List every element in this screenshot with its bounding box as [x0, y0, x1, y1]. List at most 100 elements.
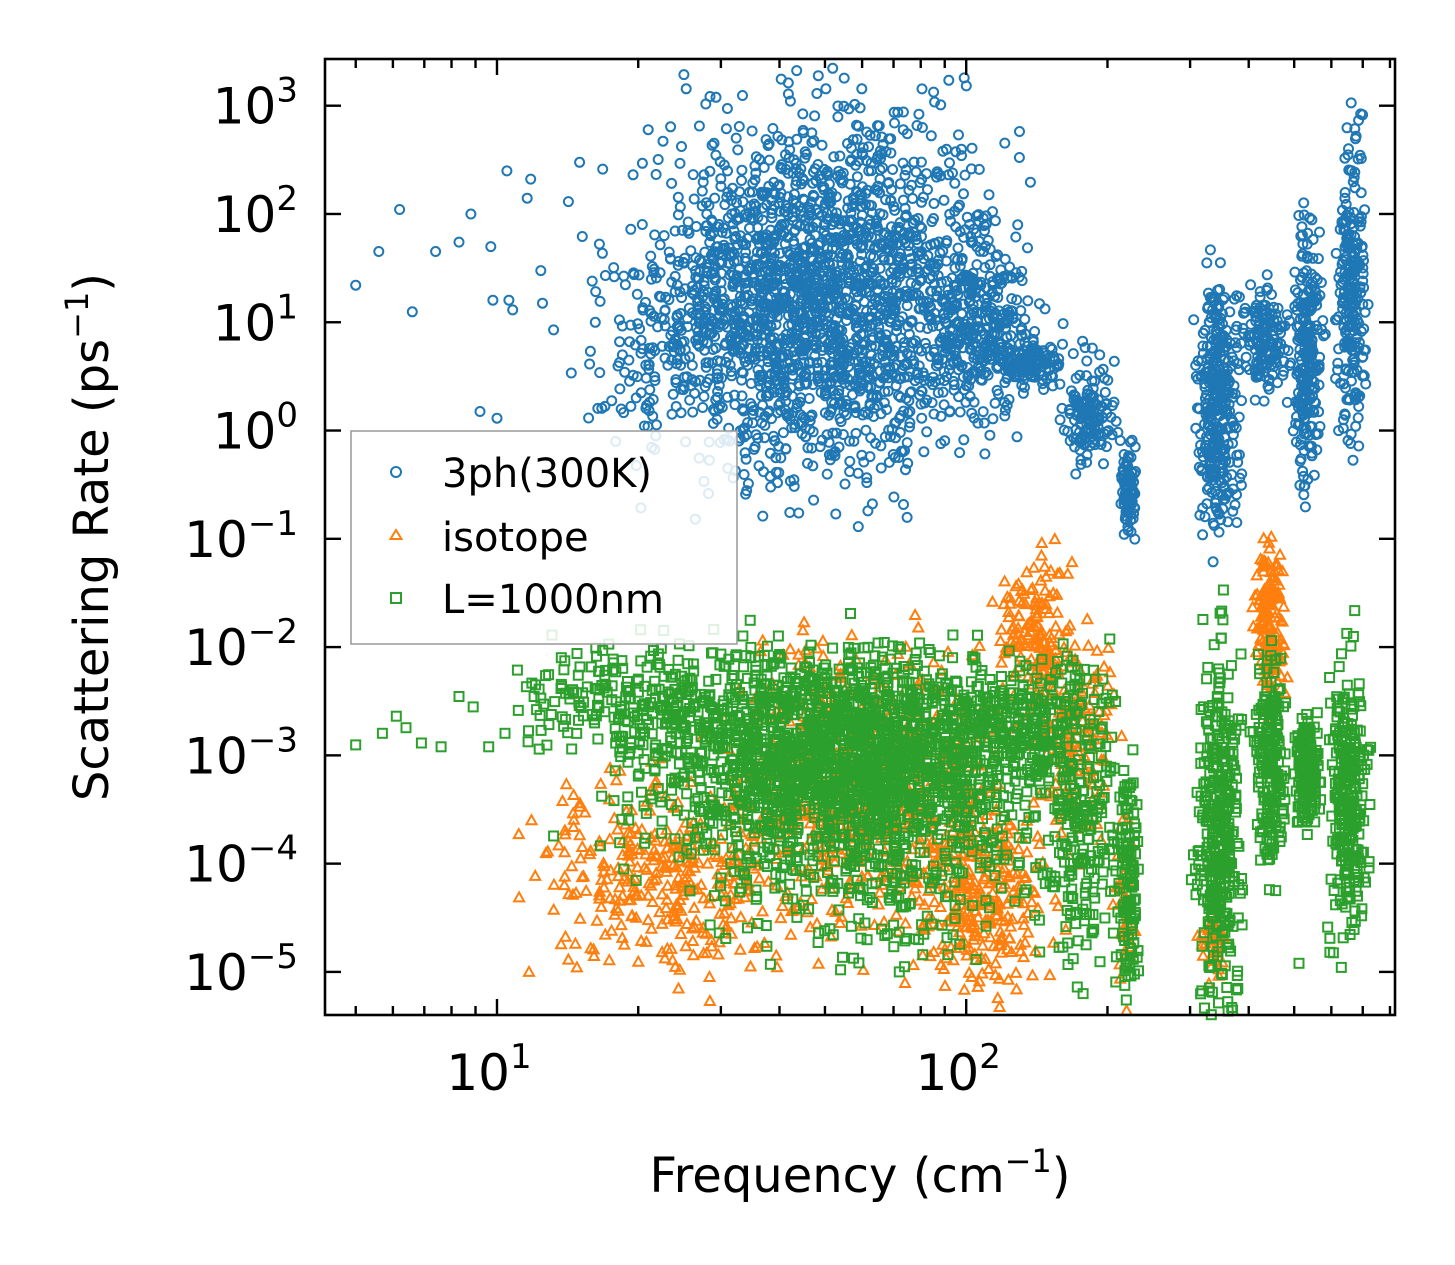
point-3ph300k: [870, 130, 881, 142]
point-3ph300k: [849, 400, 861, 412]
point-3ph300k: [823, 449, 835, 461]
point-3ph300k: [784, 337, 796, 349]
point-3ph300k: [784, 95, 796, 107]
point-3ph300k: [737, 90, 748, 101]
point-3ph300k: [787, 278, 799, 290]
point-3ph300k: [897, 194, 909, 206]
point-3ph300k: [773, 399, 785, 411]
point-3ph300k: [814, 441, 826, 453]
point-3ph300k: [836, 295, 848, 307]
point-3ph300k: [669, 225, 681, 237]
point-3ph300k: [788, 188, 800, 200]
point-3ph300k: [889, 204, 901, 216]
point-3ph300k: [827, 278, 839, 290]
point-3ph300k: [773, 467, 785, 479]
point-3ph300k: [854, 216, 866, 228]
point-3ph300k: [873, 310, 885, 322]
point-3ph300k: [816, 139, 828, 151]
point-3ph300k: [938, 399, 950, 411]
point-3ph300k: [935, 410, 947, 422]
point-3ph300k: [912, 238, 924, 249]
point-3ph300k: [844, 216, 856, 228]
point-3ph300k: [861, 477, 873, 489]
point-3ph300k: [883, 456, 895, 468]
point-3ph300k: [834, 150, 846, 162]
point-3ph300k: [586, 275, 598, 287]
point-3ph300k: [1010, 231, 1022, 243]
point-3ph300k: [795, 205, 807, 217]
point-3ph300k: [949, 177, 961, 189]
point-3ph300k: [883, 424, 895, 436]
point-3ph300k: [676, 292, 688, 304]
point-3ph300k: [798, 357, 810, 368]
point-3ph300k: [823, 436, 835, 448]
point-3ph300k: [879, 356, 891, 368]
point-3ph300k: [879, 278, 891, 290]
point-3ph300k: [900, 285, 912, 297]
point-3ph300k: [736, 175, 747, 186]
point-3ph300k: [715, 173, 727, 185]
point-3ph300k: [926, 397, 938, 409]
point-3ph300k: [952, 242, 964, 254]
point-3ph300k: [820, 83, 832, 95]
point-3ph300k: [836, 252, 847, 263]
point-3ph300k: [800, 302, 811, 314]
point-3ph300k: [955, 143, 967, 155]
point-3ph300k: [1024, 176, 1036, 188]
point-3ph300k: [672, 209, 684, 221]
point-3ph300k: [855, 328, 867, 340]
point-3ph300k: [779, 238, 791, 250]
point-3ph300k: [757, 510, 769, 522]
point-3ph300k: [789, 350, 801, 362]
point-3ph300k: [851, 222, 863, 234]
point-3ph300k: [874, 278, 886, 290]
point-3ph300k: [931, 285, 943, 297]
point-3ph300k: [775, 229, 787, 241]
point-3ph300k: [708, 293, 720, 305]
point-3ph300k: [832, 100, 844, 112]
point-3ph300k: [863, 141, 874, 153]
point-3ph300k: [852, 467, 864, 479]
point-3ph300k: [928, 86, 940, 98]
point-3ph300k: [806, 136, 818, 148]
point-3ph300k: [830, 389, 842, 401]
point-3ph300k: [916, 196, 927, 208]
point-3ph300k: [919, 337, 931, 349]
point-3ph300k: [885, 133, 897, 145]
point-3ph300k: [938, 194, 950, 206]
point-3ph300k: [649, 229, 661, 241]
point-3ph300k: [814, 251, 826, 263]
point-3ph300k: [807, 460, 819, 472]
point-3ph300k: [832, 305, 844, 317]
point-3ph300k: [700, 98, 712, 110]
point-3ph300k: [594, 295, 606, 307]
point-3ph300k: [821, 468, 833, 480]
point-3ph300k: [934, 374, 946, 386]
point-3ph300k: [864, 451, 876, 463]
point-3ph300k: [879, 386, 891, 398]
point-3ph300k: [937, 386, 949, 398]
point-3ph300k: [869, 294, 881, 306]
point-3ph300k: [746, 125, 758, 137]
point-3ph300k: [807, 294, 819, 306]
point-3ph300k: [812, 70, 824, 82]
point-3ph300k: [730, 132, 742, 144]
point-3ph300k: [983, 189, 995, 201]
point-3ph300k: [870, 437, 881, 449]
point-3ph300k: [778, 218, 790, 230]
point-3ph300k: [918, 446, 930, 458]
point-3ph300k: [819, 364, 831, 376]
point-3ph300k: [795, 178, 807, 190]
point-3ph300k: [676, 224, 688, 236]
point-3ph300k: [775, 161, 787, 173]
point-3ph300k: [775, 452, 787, 464]
point-3ph300k: [895, 391, 906, 403]
point-3ph300k: [923, 311, 935, 323]
point-3ph300k: [878, 254, 890, 266]
point-3ph300k: [853, 155, 865, 167]
point-3ph300k: [913, 108, 925, 120]
point-3ph300k: [789, 418, 800, 430]
point-3ph300k: [650, 169, 662, 180]
point-3ph300k: [915, 249, 927, 260]
point-3ph300k: [710, 149, 722, 161]
